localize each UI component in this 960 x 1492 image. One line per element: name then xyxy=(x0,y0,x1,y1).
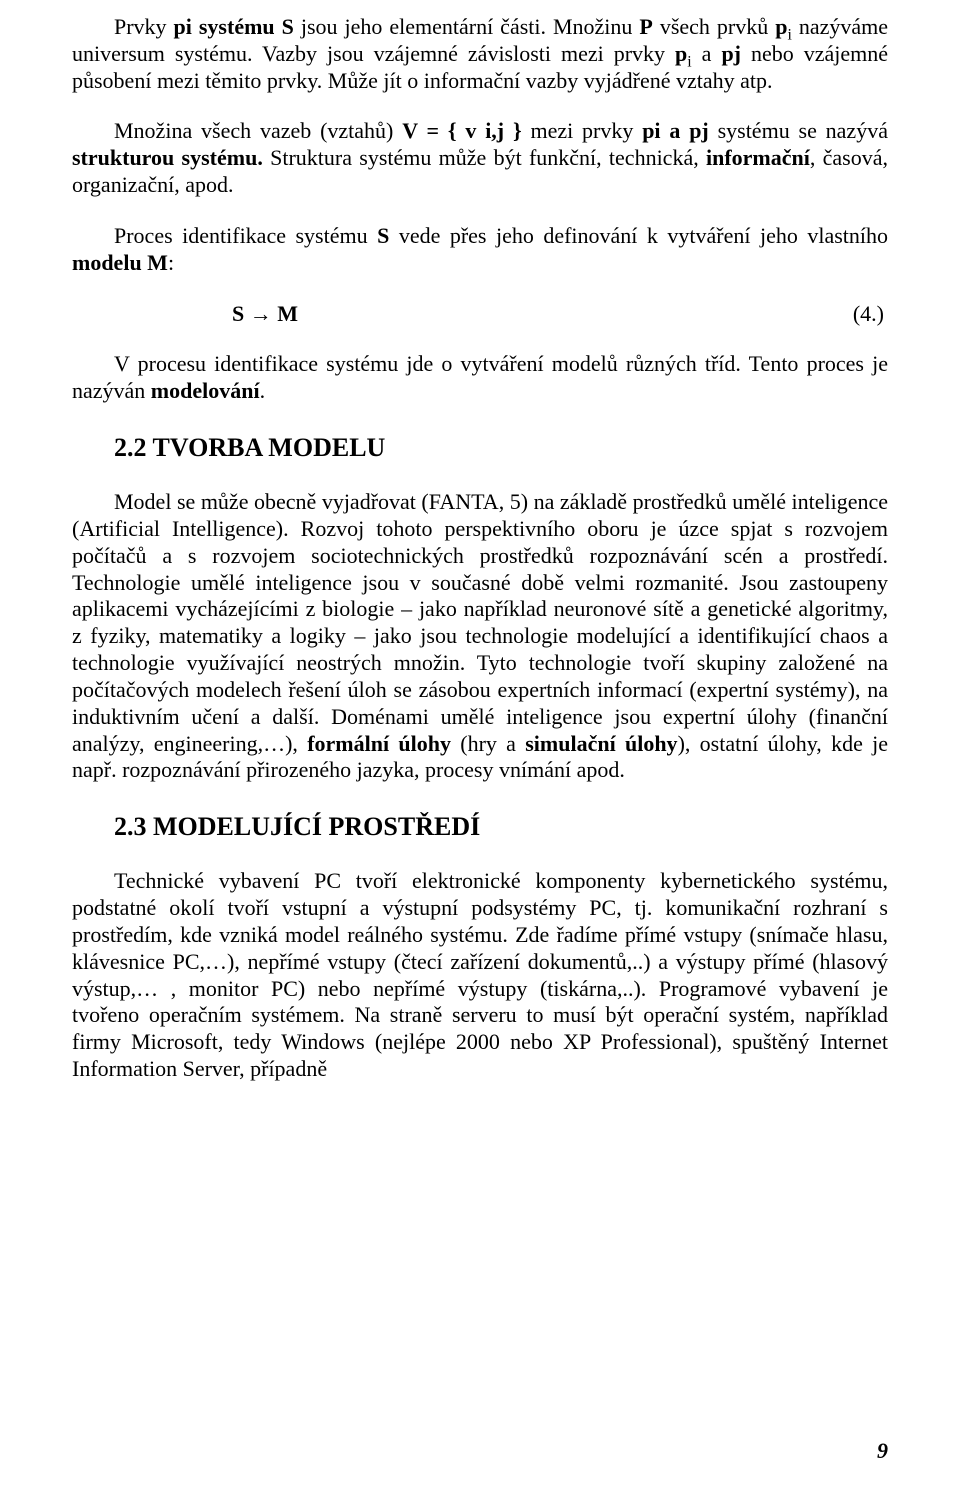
text: jsou jeho elementární části. Množinu xyxy=(294,14,640,39)
text-bold: simulační úlohy xyxy=(525,731,677,756)
page: Prvky pi systému S jsou jeho elementární… xyxy=(0,0,960,1492)
text-bold: modelování xyxy=(151,378,260,403)
text: a xyxy=(692,41,722,66)
text-bold: formální úlohy xyxy=(307,731,451,756)
text: . xyxy=(260,378,266,403)
text: (hry a xyxy=(451,731,525,756)
text-bold: p xyxy=(775,14,787,39)
equation-row: S → M (4.) xyxy=(72,301,888,328)
text-bold: P xyxy=(639,14,652,39)
text: vede přes jeho definování k vytváření je… xyxy=(389,223,888,248)
heading-2-3: 2.3 MODELUJÍCÍ PROSTŘEDÍ xyxy=(114,812,888,842)
equation-lhs: S → M xyxy=(232,301,298,328)
text-bold: p xyxy=(675,41,687,66)
text: systému se nazývá xyxy=(709,118,888,143)
text: Prvky xyxy=(114,14,174,39)
text-bold: pi a pj xyxy=(642,118,709,143)
text: Struktura systému může být funkční, tech… xyxy=(263,145,706,170)
page-number: 9 xyxy=(877,1438,888,1464)
text-bold: pi systému S xyxy=(174,14,294,39)
text-bold: informační xyxy=(706,145,810,170)
paragraph-5: Model se může obecně vyjadřovat (FANTA, … xyxy=(72,489,888,784)
paragraph-3: Proces identifikace systému S vede přes … xyxy=(72,223,888,277)
text: mezi prvky xyxy=(522,118,643,143)
text: : xyxy=(168,250,174,275)
paragraph-1: Prvky pi systému S jsou jeho elementární… xyxy=(72,14,888,94)
text: Proces identifikace systému xyxy=(114,223,377,248)
text-bold: strukturou systému. xyxy=(72,145,263,170)
paragraph-2: Množina všech vazeb (vztahů) V = { v i,j… xyxy=(72,118,888,198)
text-bold: V = { v i,j } xyxy=(402,118,521,143)
text-bold: S xyxy=(377,223,389,248)
text: Množina všech vazeb (vztahů) xyxy=(114,118,402,143)
heading-2-2: 2.2 TVORBA MODELU xyxy=(114,433,888,463)
text-bold: pj xyxy=(721,41,741,66)
paragraph-4: V procesu identifikace systému jde o vyt… xyxy=(72,351,888,405)
text: Model se může obecně vyjadřovat (FANTA, … xyxy=(72,489,888,755)
text: všech prvků xyxy=(653,14,775,39)
text-bold: modelu M xyxy=(72,250,168,275)
paragraph-6: Technické vybavení PC tvoří elektronické… xyxy=(72,868,888,1083)
equation-number: (4.) xyxy=(853,301,888,328)
